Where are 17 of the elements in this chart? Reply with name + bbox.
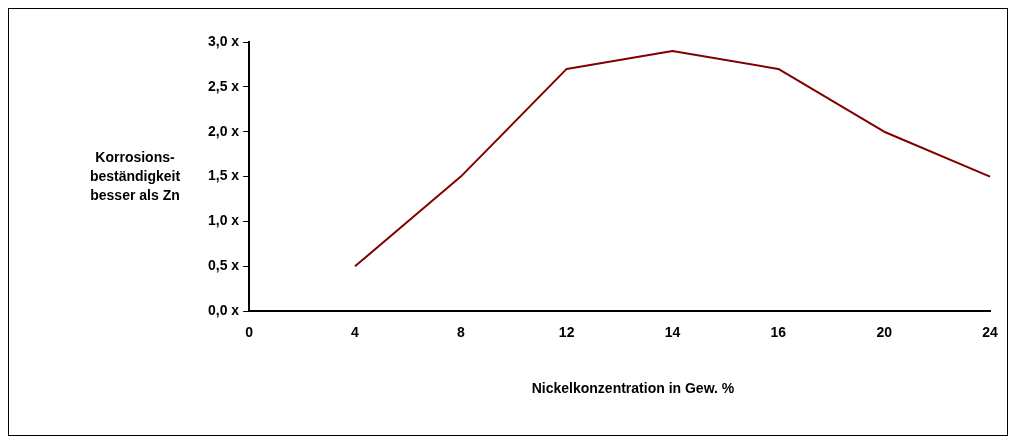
y-axis-title: Korrosions- beständigkeit besser als Zn	[89, 149, 181, 203]
y-tick-label: 2,5 x	[208, 77, 240, 94]
x-tick-label: 20	[876, 324, 893, 341]
y-tick-label: 0,0 x	[208, 302, 240, 319]
x-tick-label: 4	[351, 324, 360, 341]
x-tick-label: 24	[982, 324, 998, 341]
x-tick-label: 0	[245, 324, 254, 341]
x-tick-label: 12	[558, 324, 575, 341]
y-tick-label: 3,0 x	[208, 32, 240, 49]
y-tick-label: 1,0 x	[208, 212, 240, 229]
x-tick-label: 8	[456, 324, 465, 341]
x-axis-title: Nickelkonzentration in Gew. %	[530, 380, 736, 396]
x-tick-label: 16	[770, 324, 787, 341]
y-tick-label: 0,5 x	[208, 257, 240, 274]
y-tick-label: 2,0 x	[208, 122, 240, 139]
x-tick-label: 14	[664, 324, 681, 341]
y-tick-label: 1,5 x	[208, 167, 240, 184]
